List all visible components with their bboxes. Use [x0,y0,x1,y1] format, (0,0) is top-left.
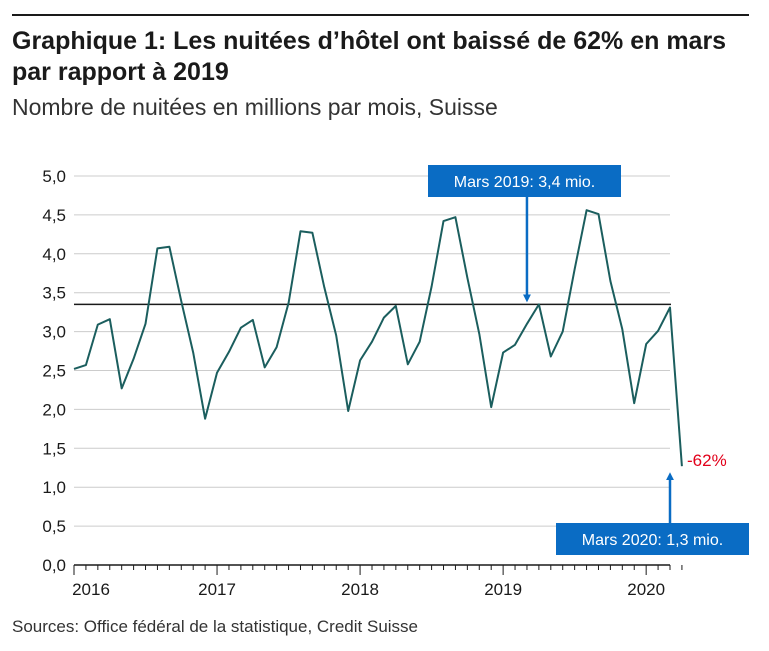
y-tick-label: 3,0 [42,323,66,342]
callout-mars-2020: Mars 2020: 1,3 mio. [556,472,749,555]
chart-title: Graphique 1: Les nuitées d’hôtel ont bai… [12,27,727,86]
callout-box-2020 [556,523,749,555]
change-label: -62% [687,451,727,470]
y-tick-label: 2,0 [42,400,66,419]
source-note: Sources: Office fédéral de la statistiqu… [12,617,418,636]
x-tick-label: 2019 [484,580,522,599]
y-axis-ticks: 0,0 0,5 1,0 1,5 2,0 2,5 3,0 3,5 4,0 4,5 5,0 [42,167,66,575]
series-line-nuitees [73,209,683,467]
y-tick-label: 4,0 [42,245,66,264]
y-tick-label: 5,0 [42,167,66,186]
y-tick-label: 1,5 [42,439,66,458]
top-rule [12,14,749,16]
callout-box-2019 [428,165,621,197]
x-axis: 2016 2017 2018 2019 2020 [72,564,683,599]
y-tick-label: 2,5 [42,362,66,381]
callout-mars-2019: Mars 2019: 3,4 mio. [428,165,621,303]
y-tick-label: 3,5 [42,284,66,303]
y-tick-label: 1,0 [42,478,66,497]
callout-label-2020: Mars 2020: 1,3 mio. [582,532,723,549]
y-tick-label: 4,5 [42,206,66,225]
x-tick-label: 2020 [627,580,665,599]
x-tick-label: 2017 [198,580,236,599]
chart-subtitle: Nombre de nuitées en millions par mois, … [12,94,498,120]
y-tick-label: 0,0 [42,556,66,575]
x-tick-label: 2018 [341,580,379,599]
gridlines [74,175,670,527]
y-tick-label: 0,5 [42,517,66,536]
x-tick-label: 2016 [72,580,110,599]
callout-label-2019: Mars 2019: 3,4 mio. [454,174,595,191]
